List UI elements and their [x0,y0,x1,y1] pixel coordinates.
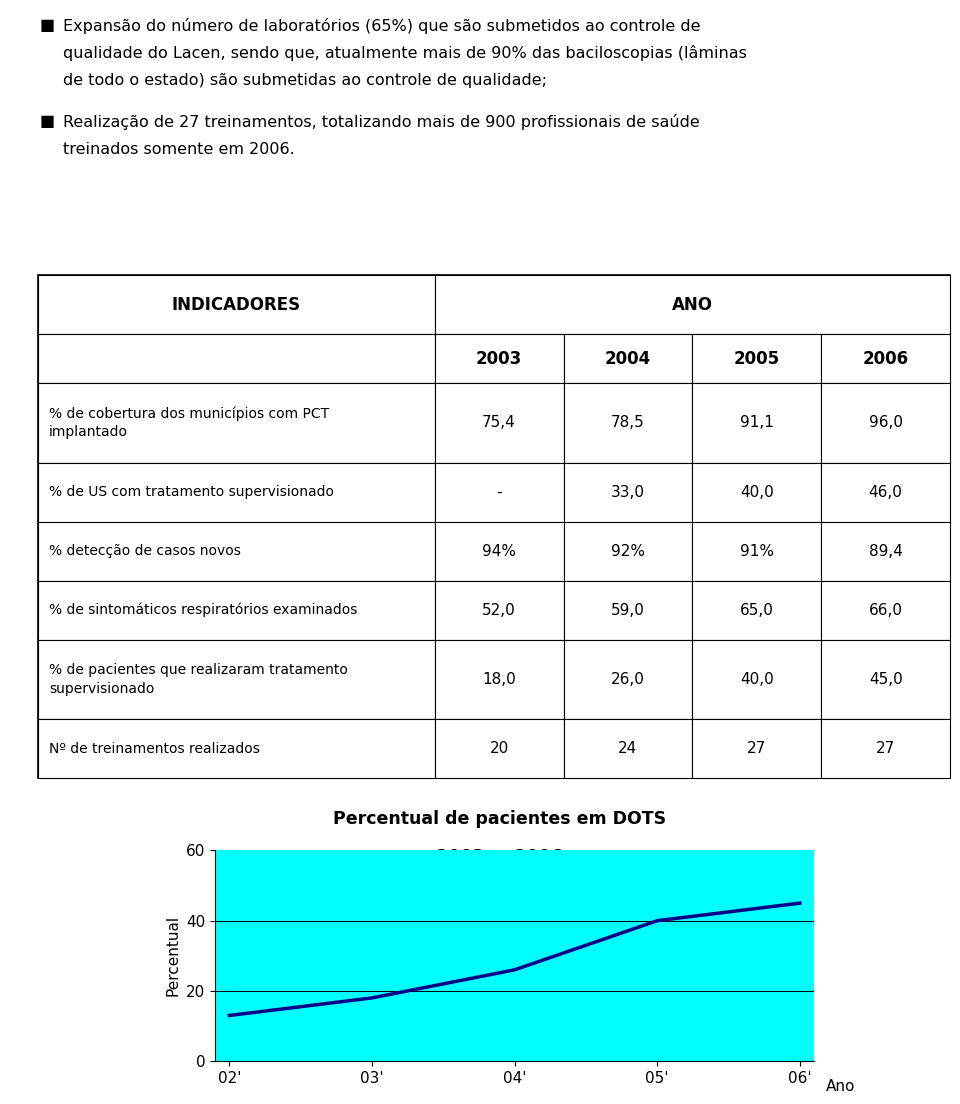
Text: INDICADORES: INDICADORES [172,296,300,314]
Text: de todo o estado) são submetidas ao controle de qualidade;: de todo o estado) são submetidas ao cont… [63,73,547,87]
Text: 91%: 91% [740,543,774,559]
Bar [692,522,821,581]
Text: Expansão do número de laboratórios (65%) que são submetidos ao controle de: Expansão do número de laboratórios (65%)… [63,18,701,34]
Text: 26,0: 26,0 [611,672,645,687]
Bar [564,463,692,522]
Bar [564,383,692,463]
Bar [564,335,692,383]
Text: 66,0: 66,0 [869,603,902,618]
Text: 33,0: 33,0 [611,485,645,500]
Bar [564,639,692,720]
Bar [821,383,950,463]
Text: Nº de treinamentos realizados: Nº de treinamentos realizados [49,742,260,756]
Text: ANO: ANO [672,296,713,314]
Bar [435,581,564,639]
Bar [692,581,821,639]
Text: 40,0: 40,0 [740,485,774,500]
Bar [821,522,950,581]
Bar [435,335,564,383]
Text: qualidade do Lacen, sendo que, atualmente mais de 90% das baciloscopias (lâminas: qualidade do Lacen, sendo que, atualment… [63,45,747,62]
Bar [38,383,435,463]
Bar [38,639,435,720]
Text: 46,0: 46,0 [869,485,902,500]
Text: 2004: 2004 [605,350,651,368]
Text: 2006: 2006 [863,350,909,368]
Text: 20: 20 [490,741,509,756]
Text: -: - [496,485,502,500]
Text: 92%: 92% [611,543,645,559]
Bar [38,720,435,778]
Text: 75,4: 75,4 [482,415,516,431]
Text: 96,0: 96,0 [869,415,902,431]
Text: 18,0: 18,0 [482,672,516,687]
Text: 78,5: 78,5 [612,415,645,431]
Text: 89,4: 89,4 [869,543,902,559]
Bar [821,463,950,522]
Text: 2003: 2003 [476,350,522,368]
Text: 59,0: 59,0 [611,603,645,618]
Bar [692,335,821,383]
Bar [38,275,435,335]
Text: 2002 a  2006: 2002 a 2006 [436,848,563,866]
Bar [821,581,950,639]
Text: 52,0: 52,0 [482,603,516,618]
Bar [692,463,821,522]
Bar [692,720,821,778]
Text: 40,0: 40,0 [740,672,774,687]
Bar [821,720,950,778]
Text: treinados somente em 2006.: treinados somente em 2006. [63,141,296,157]
Text: 24: 24 [618,741,637,756]
Bar [435,522,564,581]
Bar [38,522,435,581]
Bar [692,383,821,463]
Bar [435,639,564,720]
Text: 94%: 94% [482,543,516,559]
Y-axis label: Percentual: Percentual [165,915,180,996]
Text: Realização de 27 treinamentos, totalizando mais de 900 profissionais de saúde: Realização de 27 treinamentos, totalizan… [63,115,700,130]
Text: ■: ■ [39,115,55,129]
Text: 65,0: 65,0 [740,603,774,618]
Text: 45,0: 45,0 [869,672,902,687]
Text: ■: ■ [39,18,55,33]
Bar [821,335,950,383]
Bar [38,581,435,639]
Bar [564,581,692,639]
Bar [821,639,950,720]
Bar [435,463,564,522]
Text: 27: 27 [876,741,896,756]
Bar [435,383,564,463]
Text: Percentual de pacientes em DOTS: Percentual de pacientes em DOTS [332,809,666,828]
Bar [564,522,692,581]
Text: % de sintomáticos respiratórios examinados: % de sintomáticos respiratórios examinad… [49,603,357,617]
Text: 2005: 2005 [733,350,780,368]
Bar [38,463,435,522]
Text: % de pacientes que realizaram tratamento
supervisionado: % de pacientes que realizaram tratamento… [49,664,348,696]
Bar [564,720,692,778]
Bar [692,639,821,720]
Text: % de US com tratamento supervisionado: % de US com tratamento supervisionado [49,485,334,499]
Text: 91,1: 91,1 [740,415,774,431]
Bar [435,275,950,335]
Text: 27: 27 [747,741,766,756]
Bar [435,720,564,778]
Text: Ano: Ano [826,1079,855,1094]
Bar [38,335,435,383]
Text: % de cobertura dos municípios com PCT
implantado: % de cobertura dos municípios com PCT im… [49,406,329,439]
Text: % detecção de casos novos: % detecção de casos novos [49,544,241,559]
